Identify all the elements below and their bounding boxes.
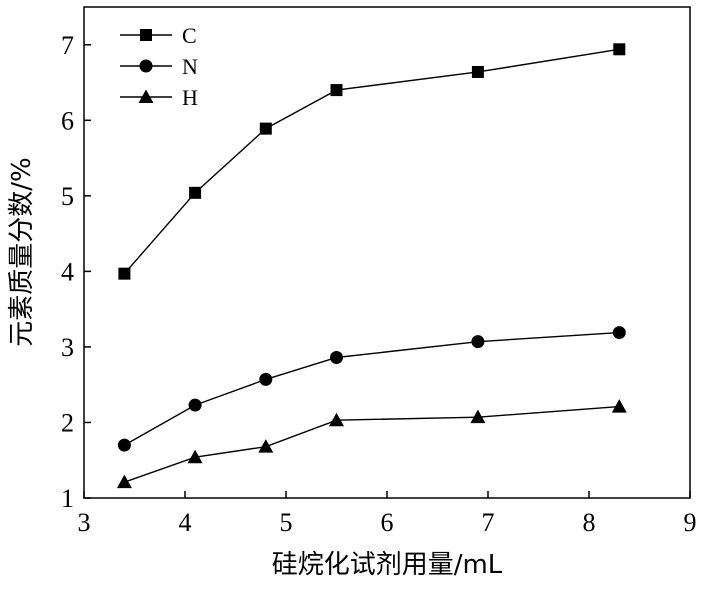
data-point-n bbox=[471, 335, 485, 349]
data-point-c bbox=[471, 65, 484, 78]
legend-marker-c bbox=[140, 29, 152, 41]
x-axis-ticks: 3 4 5 6 7 8 9 bbox=[78, 491, 697, 537]
series-c bbox=[118, 43, 626, 280]
data-point-n bbox=[259, 372, 273, 386]
data-point-c bbox=[259, 122, 272, 135]
legend-item-c: C bbox=[120, 23, 197, 48]
data-point-h bbox=[329, 412, 344, 427]
legend-label-h: H bbox=[182, 85, 198, 110]
series-line-h bbox=[124, 405, 620, 483]
legend-item-h: H bbox=[120, 85, 198, 110]
series-line-n bbox=[124, 331, 620, 446]
data-point-n bbox=[612, 326, 626, 340]
y-tick-label: 6 bbox=[61, 106, 74, 135]
data-point-c bbox=[118, 267, 131, 280]
legend-label-n: N bbox=[182, 54, 198, 79]
data-point-h bbox=[187, 449, 203, 464]
series-n bbox=[117, 326, 626, 452]
plot-frame bbox=[83, 6, 691, 499]
x-tick-label: 6 bbox=[381, 508, 394, 537]
series-layer bbox=[116, 43, 627, 489]
data-point-c bbox=[189, 186, 202, 199]
data-point-c bbox=[330, 84, 343, 97]
data-point-h bbox=[258, 439, 274, 453]
legend: CNH bbox=[120, 23, 198, 110]
y-tick-label: 1 bbox=[61, 484, 74, 513]
data-point-c bbox=[613, 43, 626, 56]
series-line-c bbox=[123, 48, 620, 275]
y-tick-label: 7 bbox=[61, 31, 74, 60]
legend-label-c: C bbox=[182, 23, 197, 48]
legend-marker-h bbox=[138, 89, 154, 103]
x-tick-label: 5 bbox=[280, 508, 293, 537]
x-tick-label: 8 bbox=[583, 508, 596, 537]
data-point-h bbox=[470, 409, 486, 424]
data-point-h bbox=[116, 474, 132, 489]
y-tick-label: 3 bbox=[61, 333, 74, 362]
y-tick-label: 2 bbox=[61, 408, 74, 437]
legend-item-n: N bbox=[120, 54, 198, 79]
y-tick-label: 5 bbox=[61, 182, 74, 211]
data-point-h bbox=[611, 399, 627, 413]
series-h bbox=[116, 399, 627, 489]
y-axis-ticks: 1 2 3 4 5 6 7 bbox=[61, 31, 91, 513]
y-tick-label: 4 bbox=[61, 257, 74, 286]
x-tick-label: 9 bbox=[684, 508, 697, 537]
x-tick-label: 4 bbox=[179, 508, 192, 537]
data-point-n bbox=[188, 398, 202, 412]
legend-marker-n bbox=[139, 59, 153, 73]
x-tick-label: 7 bbox=[482, 508, 495, 537]
data-point-n bbox=[117, 438, 131, 452]
y-axis-title: 元素质量分数/% bbox=[7, 157, 37, 346]
data-point-n bbox=[330, 350, 343, 364]
x-axis-title: 硅烷化试剂用量/mL bbox=[272, 550, 503, 580]
x-tick-label: 3 bbox=[78, 508, 91, 537]
